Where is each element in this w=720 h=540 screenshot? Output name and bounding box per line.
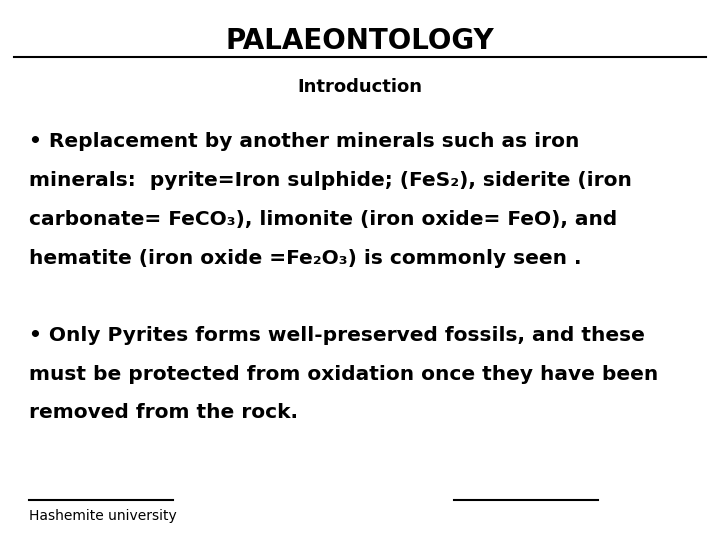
Text: Introduction: Introduction (297, 78, 423, 96)
Text: hematite (iron oxide =Fe₂O₃) is commonly seen .: hematite (iron oxide =Fe₂O₃) is commonly… (29, 249, 581, 268)
Text: Hashemite university: Hashemite university (29, 509, 176, 523)
Text: PALAEONTOLOGY: PALAEONTOLOGY (225, 27, 495, 55)
Text: removed from the rock.: removed from the rock. (29, 403, 298, 422)
Text: • Only Pyrites forms well-preserved fossils, and these: • Only Pyrites forms well-preserved foss… (29, 326, 644, 345)
Text: carbonate= FeCO₃), limonite (iron oxide= FeO), and: carbonate= FeCO₃), limonite (iron oxide=… (29, 210, 617, 229)
Text: • Replacement by another minerals such as iron: • Replacement by another minerals such a… (29, 132, 579, 151)
Text: minerals:  pyrite=Iron sulphide; (FeS₂), siderite (iron: minerals: pyrite=Iron sulphide; (FeS₂), … (29, 171, 631, 190)
Text: must be protected from oxidation once they have been: must be protected from oxidation once th… (29, 364, 658, 383)
